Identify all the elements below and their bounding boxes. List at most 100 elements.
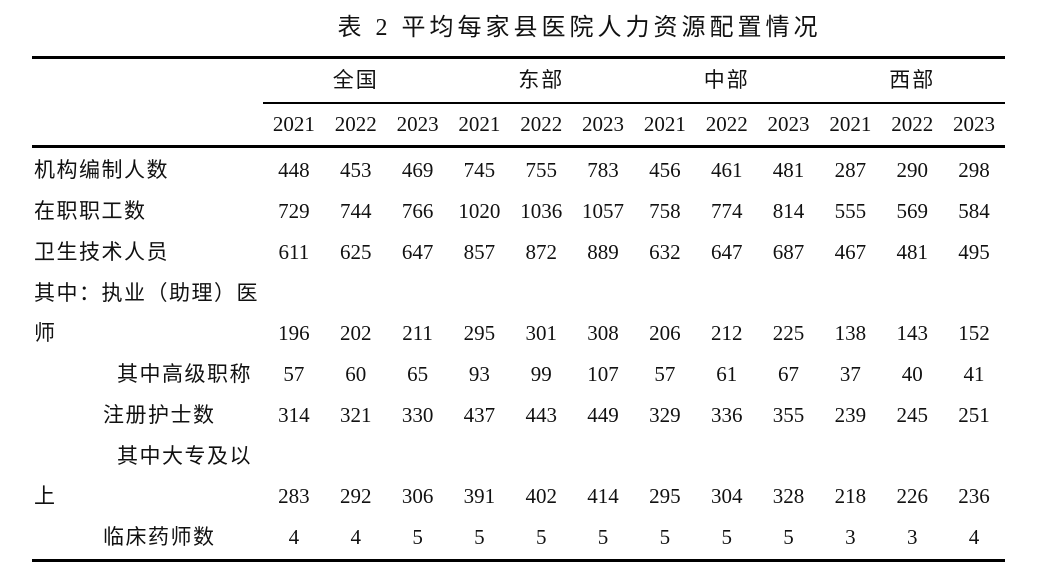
- data-cell: 744: [339, 198, 372, 223]
- data-cell: 584: [958, 198, 990, 223]
- row-values: 4 4 5 5 5 5 5 5 5 3 3 4: [263, 517, 1005, 557]
- year-column-header: 2021: [458, 112, 501, 136]
- data-cell: 632: [649, 239, 681, 264]
- data-cell: 212: [710, 321, 743, 345]
- row-label: 临床药师数: [32, 517, 263, 557]
- year-column-header: 2021: [829, 112, 872, 136]
- year-header-row: 2021 2022 2023 2021 2022 2023 2021 2022 2023 2021…: [32, 104, 1005, 148]
- data-cell: 67: [778, 361, 800, 386]
- row-values: 448 453 469 745 755 783 456 461 481 287 290 298: [263, 150, 1005, 190]
- data-cell: 5: [412, 524, 423, 549]
- row-label-line: 其中大专及以: [117, 444, 252, 468]
- data-cell: 245: [896, 402, 928, 427]
- row-values: 314 321 330 437 443 449 329 336 355 239 245 251: [263, 395, 1005, 435]
- data-cell: 625: [339, 239, 372, 264]
- row-label-line: 卫生技术人员: [34, 239, 169, 264]
- data-cell: 306: [401, 484, 434, 508]
- data-cell: 61: [716, 361, 738, 386]
- data-cell: 37: [839, 361, 861, 386]
- data-cell: 4: [968, 524, 980, 549]
- table-row: 其中高级职称 57 60 65 93 99 107 57 61 67 37 40 41: [32, 353, 1005, 394]
- year-column-header: 2022: [334, 112, 377, 136]
- table-row: 其中：执业（助理）医师 196 202 211 295 301 308 206 212 225 13…: [32, 272, 1005, 353]
- data-cell: 647: [710, 239, 743, 264]
- data-cell: 57: [283, 361, 305, 386]
- row-label-line: 上: [34, 484, 57, 508]
- data-cell: 93: [468, 361, 490, 386]
- data-cell: 1036: [520, 198, 563, 223]
- data-cell: 555: [834, 198, 867, 223]
- row-label-line: 其中高级职称: [117, 361, 252, 386]
- data-cell: 3: [845, 524, 856, 549]
- table-row: 机构编制人数 448 453 469 745 755 783 456 461 481 287 290 2…: [32, 149, 1005, 190]
- data-cell: 328: [772, 484, 805, 508]
- data-cell: 99: [530, 361, 552, 386]
- data-cell: 5: [721, 524, 732, 549]
- data-cell: 355: [772, 402, 805, 427]
- data-cell: 758: [649, 198, 681, 223]
- data-cell: 437: [463, 402, 496, 427]
- data-cell: 143: [896, 321, 928, 345]
- data-table: 全国 东部 中部 西部 2021 2022 2023 2021 2022 2023 2021…: [32, 56, 1005, 562]
- data-cell: 60: [345, 361, 367, 386]
- region-group-header-central: 中部: [703, 68, 750, 92]
- data-cell: 5: [783, 524, 794, 549]
- table-row: 卫生技术人员 611 625 647 857 872 889 632 647 687 467 481 4…: [32, 231, 1005, 272]
- year-column-header: 2023: [396, 112, 439, 136]
- year-column-header: 2022: [705, 112, 748, 136]
- table-title: 表 2 平均每家县医院人力资源配置情况: [337, 15, 822, 41]
- data-cell: 236: [958, 484, 990, 508]
- year-column-header: 2023: [953, 112, 996, 136]
- data-cell: 218: [834, 484, 867, 508]
- region-group-header-national: 全国: [332, 68, 379, 92]
- data-cell: 301: [525, 321, 557, 345]
- data-cell: 872: [525, 239, 557, 264]
- data-cell: 295: [649, 484, 681, 508]
- data-cell: 152: [958, 321, 990, 345]
- data-cell: 745: [463, 157, 496, 182]
- data-cell: 5: [659, 524, 671, 549]
- row-label-line: 在职职工数: [34, 198, 147, 223]
- data-cell: 783: [587, 157, 619, 182]
- data-cell: 330: [401, 402, 434, 427]
- data-cell: 329: [649, 402, 681, 427]
- data-cell: 239: [834, 402, 867, 427]
- table-body: 机构编制人数 448 453 469 745 755 783 456 461 481 287 290 2…: [32, 148, 1005, 559]
- data-cell: 569: [896, 198, 928, 223]
- label-column-spacer: [32, 59, 263, 104]
- data-cell: 469: [401, 157, 434, 182]
- data-cell: 287: [834, 157, 867, 182]
- row-label-line: 机构编制人数: [34, 157, 169, 182]
- data-cell: 304: [710, 484, 743, 508]
- data-cell: 495: [958, 239, 990, 264]
- row-label-line: 师: [34, 321, 57, 345]
- data-cell: 481: [896, 239, 928, 264]
- data-cell: 290: [896, 157, 928, 182]
- data-cell: 321: [339, 402, 372, 427]
- data-cell: 196: [278, 321, 310, 345]
- year-column-header: 2022: [520, 112, 563, 136]
- table-row: 在职职工数 729 744 766 1020 1036 1057 758 774 814 555 56…: [32, 190, 1005, 231]
- region-group-header-row: 全国 东部 中部 西部: [32, 59, 1005, 104]
- data-cell: 857: [463, 239, 496, 264]
- row-label: 在职职工数: [32, 191, 263, 231]
- row-label: 其中：执业（助理）医师: [32, 273, 263, 353]
- data-cell: 40: [901, 361, 923, 386]
- data-cell: 456: [649, 157, 681, 182]
- row-label: 卫生技术人员: [32, 232, 263, 272]
- table-row: 其中大专及以上 283 292 306 391 402 414 295 304 328 218 226…: [32, 435, 1005, 516]
- row-values: 283 292 306 391 402 414 295 304 328 218 226 236: [263, 476, 1005, 516]
- year-header-cells: 2021 2022 2023 2021 2022 2023 2021 2022 2023 2021…: [263, 104, 1005, 145]
- row-values: 196 202 211 295 301 308 206 212 225 138 143 152: [263, 313, 1005, 353]
- data-cell: 226: [896, 484, 928, 508]
- row-label-line: 临床药师数: [103, 524, 216, 549]
- data-cell: 467: [834, 239, 867, 264]
- data-cell: 1020: [458, 198, 501, 223]
- data-cell: 5: [474, 524, 485, 549]
- data-cell: 225: [772, 321, 805, 345]
- data-cell: 449: [587, 402, 619, 427]
- data-cell: 308: [587, 321, 619, 345]
- data-cell: 292: [339, 484, 372, 508]
- data-cell: 57: [654, 361, 676, 386]
